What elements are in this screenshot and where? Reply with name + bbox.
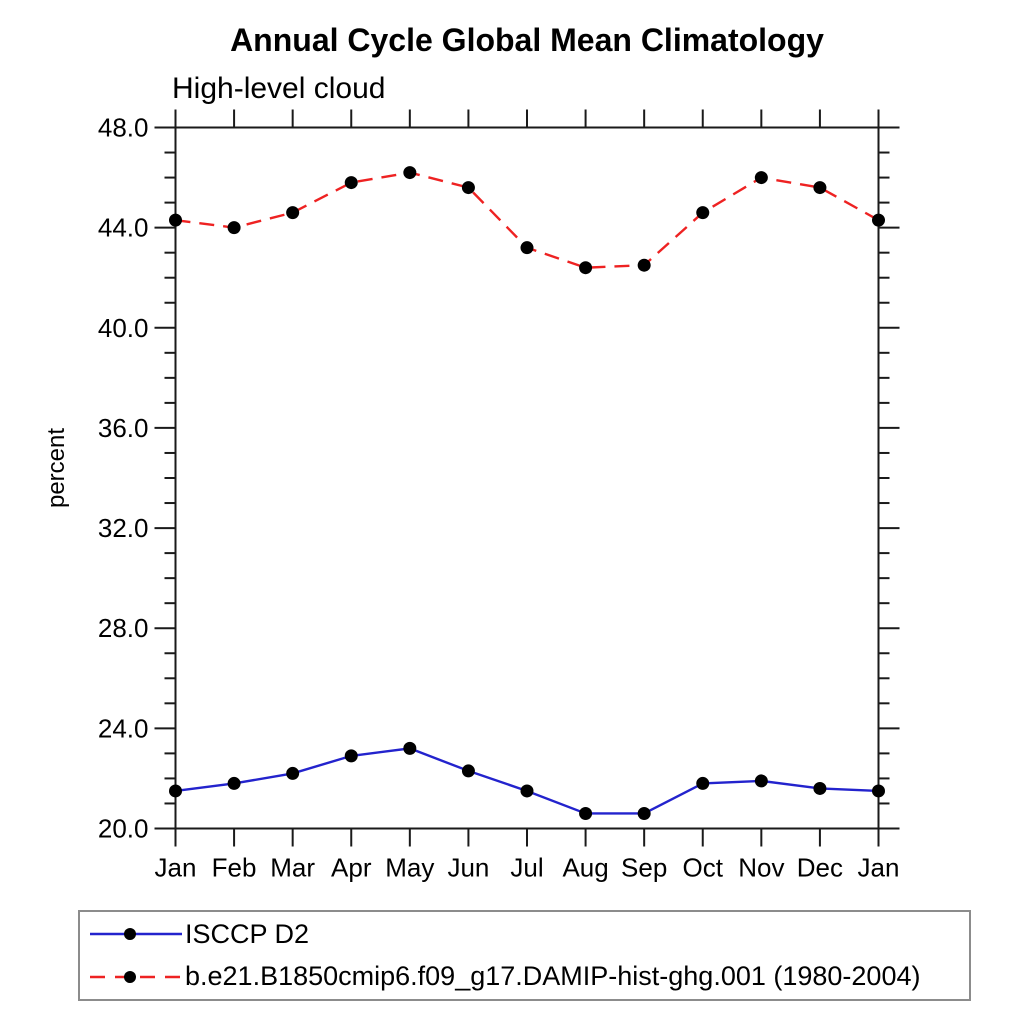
data-point-marker [169,213,182,227]
x-tick-label: Nov [738,853,784,883]
y-tick-label: 44.0 [98,213,149,243]
legend-label-isccp-d2: ISCCP D2 [185,918,310,949]
legend-item-isccp-d2: ISCCP D2 [80,914,969,954]
data-point-marker [344,749,358,763]
data-point-marker [227,776,241,790]
data-point-marker [286,206,300,220]
data-point-marker [754,171,768,185]
x-tick-label: Feb [212,853,257,883]
data-point-marker [227,221,241,235]
data-point-marker [403,741,417,755]
data-point-marker [169,784,182,798]
data-point-marker [579,261,593,275]
x-tick-label: Mar [270,853,315,883]
legend-marker-dot-icon [124,928,136,941]
data-point-marker [520,241,534,255]
data-point-marker [754,774,768,788]
legend-label-model-run: b.e21.B1850cmip6.f09_g17.DAMIP-hist-ghg.… [185,961,921,992]
y-tick-label: 32.0 [98,513,149,543]
data-point-marker [461,181,475,195]
data-point-marker [579,806,593,820]
legend-dashed-line-sample [90,970,182,983]
data-point-marker [696,776,710,790]
y-tick-label: 40.0 [98,313,149,343]
x-tick-label: May [385,853,434,883]
data-point-marker [461,764,475,778]
legend-item-model-run: b.e21.B1850cmip6.f09_g17.DAMIP-hist-ghg.… [80,957,969,997]
x-tick-label: Jan [858,853,900,883]
x-tick-label: Dec [797,853,843,883]
y-tick-label: 24.0 [98,713,149,743]
y-tick-label: 48.0 [98,113,149,143]
x-tick-label: Apr [331,853,372,883]
data-point-marker [286,766,300,780]
data-point-marker [813,181,827,195]
x-tick-label: Jan [155,853,197,883]
legend-marker-dot-icon [124,970,136,983]
chart-title: Annual Cycle Global Mean Climatology [230,22,824,58]
data-point-marker [813,781,827,795]
data-point-marker [872,784,885,798]
legend-solid-line-sample [90,928,182,941]
legend-box: ISCCP D2 b.e21.B1850cmip6.f09_g17.DAMIP-… [78,910,971,1001]
x-tick-label: Sep [621,853,667,883]
data-point-marker [637,258,651,272]
data-point-marker [403,166,417,180]
chart-subtitle: High-level cloud [172,72,386,105]
x-tick-label: Aug [562,853,608,883]
x-tick-label: Oct [683,853,724,883]
series-line-0 [175,747,879,815]
plot-frame [174,126,880,830]
data-point-marker [872,213,885,227]
data-point-marker [637,806,651,820]
y-tick-label: 36.0 [98,413,149,443]
x-tick-label: Jul [510,853,543,883]
y-tick-label: 20.0 [98,814,149,844]
data-point-marker [344,176,358,190]
x-tick-label: Jun [447,853,489,883]
data-point-marker [696,206,710,220]
y-tick-label: 28.0 [98,613,149,643]
data-point-marker [520,784,534,798]
